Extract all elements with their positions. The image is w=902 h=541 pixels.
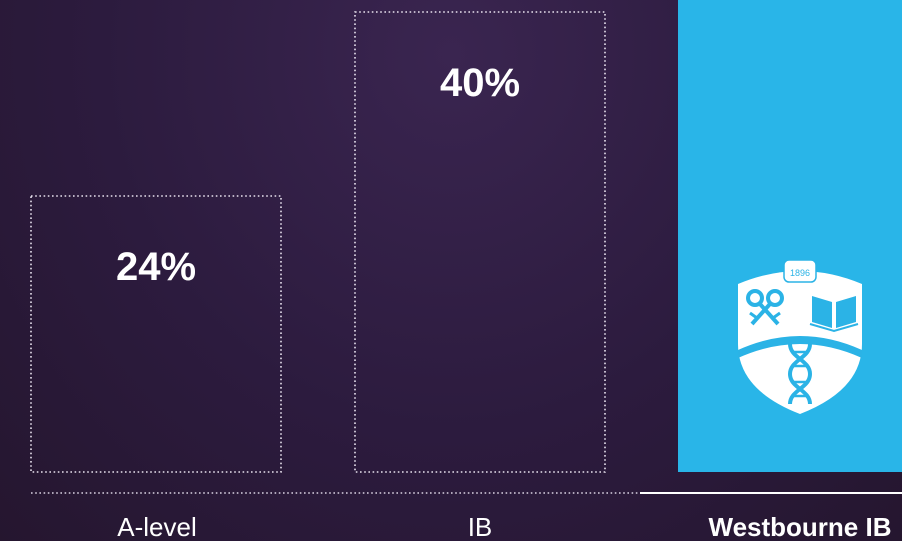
category-label-ib: IB [468, 512, 493, 541]
value-label-a-level: 24% [116, 245, 196, 289]
school-crest-logo: 1896 [738, 259, 862, 414]
value-label-ib: 40% [440, 61, 520, 105]
value-labels-group: 24% 40% [116, 61, 520, 289]
category-labels-group: A-level IB Westbourne IB [117, 512, 891, 541]
dna-icon [787, 343, 813, 405]
category-label-westbourne-ib: Westbourne IB [709, 512, 892, 541]
bar-ib [354, 11, 606, 473]
keys-icon [746, 289, 784, 326]
book-icon [809, 296, 859, 333]
crest-year-text: 1896 [790, 268, 810, 278]
crest-chevron [738, 336, 862, 358]
bar-a-level [30, 195, 282, 473]
category-label-a-level: A-level [117, 512, 196, 541]
crest-year-badge [783, 259, 817, 283]
